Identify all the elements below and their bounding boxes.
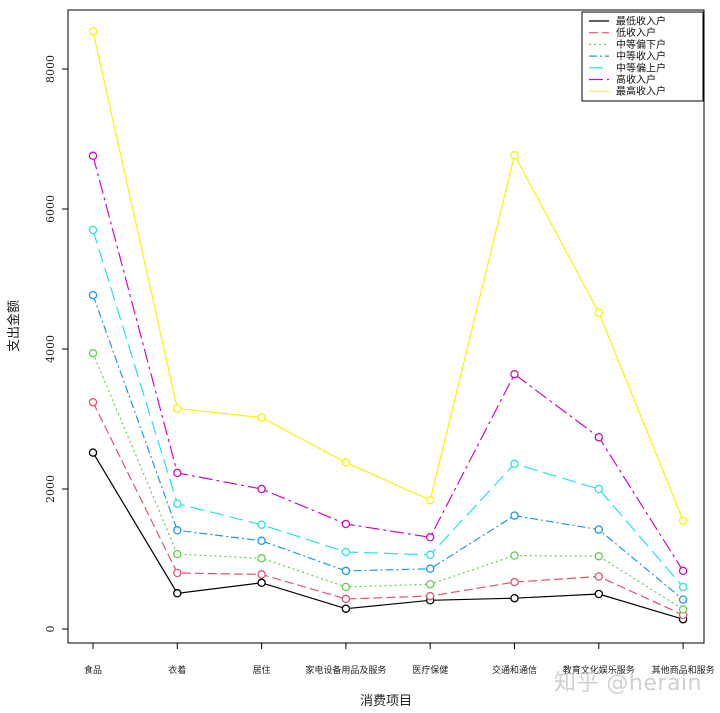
x-tick-label: 家电设备用品及服务 bbox=[305, 664, 386, 676]
data-point bbox=[341, 594, 351, 604]
series-5 bbox=[88, 225, 688, 592]
data-point bbox=[510, 577, 519, 587]
x-tick-label: 交通和通信 bbox=[492, 664, 537, 676]
y-axis: 0 2000 4000 6000 8000 bbox=[44, 55, 68, 633]
series-7 bbox=[88, 26, 688, 525]
data-point bbox=[425, 579, 435, 589]
data-point bbox=[173, 404, 182, 413]
legend-label: 中等收入户 bbox=[616, 50, 666, 63]
series-layer bbox=[88, 26, 688, 624]
series-line bbox=[92, 352, 684, 610]
series-line bbox=[92, 401, 684, 616]
series-4 bbox=[88, 290, 688, 604]
series-line bbox=[92, 452, 684, 620]
series-line bbox=[92, 155, 684, 572]
y-tick-label: 8000 bbox=[44, 55, 57, 83]
data-point bbox=[257, 536, 266, 546]
data-point bbox=[594, 572, 604, 581]
data-point bbox=[341, 458, 351, 467]
data-point bbox=[173, 468, 182, 478]
data-point bbox=[257, 570, 266, 579]
x-axis: 食品 衣着 居住 家电设备用品及服务 医疗保健 交通和通信 教育文化娱乐服务 其他商品和服务 bbox=[84, 643, 715, 676]
x-tick-label: 衣着 bbox=[168, 664, 186, 676]
data-point bbox=[88, 225, 98, 235]
data-point bbox=[425, 591, 435, 601]
series-2 bbox=[88, 397, 688, 620]
data-point bbox=[88, 348, 98, 358]
legend-label: 低收入户 bbox=[616, 26, 656, 39]
y-axis-title: 支出金额 bbox=[6, 300, 22, 352]
plot-frame bbox=[67, 9, 705, 644]
x-tick-label: 教育文化娱乐服务 bbox=[563, 664, 635, 676]
series-6 bbox=[88, 151, 688, 576]
data-point bbox=[173, 499, 182, 508]
data-point bbox=[341, 582, 351, 592]
data-point bbox=[257, 578, 266, 588]
legend-label: 最高收入户 bbox=[616, 85, 666, 98]
y-tick-label: 6000 bbox=[44, 195, 57, 223]
legend-box bbox=[581, 11, 704, 102]
x-tick-label: 食品 bbox=[84, 664, 102, 676]
data-point bbox=[425, 533, 435, 542]
x-tick-label: 其他商品和服务 bbox=[652, 664, 715, 676]
data-point bbox=[88, 26, 98, 36]
data-point bbox=[678, 595, 688, 604]
series-3 bbox=[88, 348, 688, 614]
data-point bbox=[257, 520, 266, 529]
data-point bbox=[510, 551, 519, 560]
data-point bbox=[173, 549, 182, 559]
data-point bbox=[425, 550, 435, 560]
data-point bbox=[678, 605, 688, 614]
data-point bbox=[510, 593, 519, 603]
data-point bbox=[425, 564, 435, 574]
series-line bbox=[92, 31, 684, 521]
data-point bbox=[257, 554, 266, 563]
data-point bbox=[88, 397, 98, 407]
data-point bbox=[594, 484, 604, 494]
x-axis-title: 消费项目 bbox=[360, 694, 412, 709]
series-line bbox=[92, 229, 684, 588]
data-point bbox=[678, 566, 688, 576]
data-point bbox=[173, 526, 182, 535]
y-tick-label: 4000 bbox=[44, 335, 57, 363]
y-tick-label: 0 bbox=[44, 626, 57, 633]
legend-label: 中等偏上户 bbox=[616, 61, 666, 74]
data-point bbox=[257, 413, 266, 422]
data-point bbox=[678, 516, 688, 525]
data-point bbox=[88, 151, 98, 161]
series-line bbox=[92, 294, 684, 601]
data-point bbox=[510, 511, 519, 520]
data-point bbox=[678, 582, 688, 592]
data-point bbox=[341, 547, 351, 557]
legend-label: 最低收入户 bbox=[616, 15, 666, 28]
series-1 bbox=[88, 448, 688, 624]
data-point bbox=[594, 308, 604, 317]
x-tick-label: 居住 bbox=[253, 664, 271, 676]
data-point bbox=[341, 604, 351, 613]
legend-label: 中等偏下户 bbox=[616, 38, 666, 51]
data-point bbox=[88, 448, 98, 457]
data-point bbox=[425, 495, 435, 505]
data-point bbox=[510, 459, 519, 469]
data-point bbox=[341, 566, 351, 576]
watermark: 知乎 @herain bbox=[553, 671, 702, 696]
x-tick-label: 医疗保健 bbox=[412, 664, 448, 676]
legend-label: 高收入户 bbox=[616, 73, 656, 86]
data-point bbox=[257, 484, 266, 494]
data-point bbox=[341, 519, 351, 529]
data-point bbox=[510, 150, 519, 160]
data-point bbox=[594, 551, 604, 561]
data-point bbox=[594, 589, 604, 599]
data-point bbox=[594, 525, 604, 534]
y-tick-label: 2000 bbox=[44, 475, 57, 503]
data-point bbox=[594, 432, 604, 442]
data-point bbox=[173, 568, 182, 578]
data-point bbox=[173, 589, 182, 598]
data-point bbox=[88, 290, 98, 300]
data-point bbox=[510, 369, 519, 379]
